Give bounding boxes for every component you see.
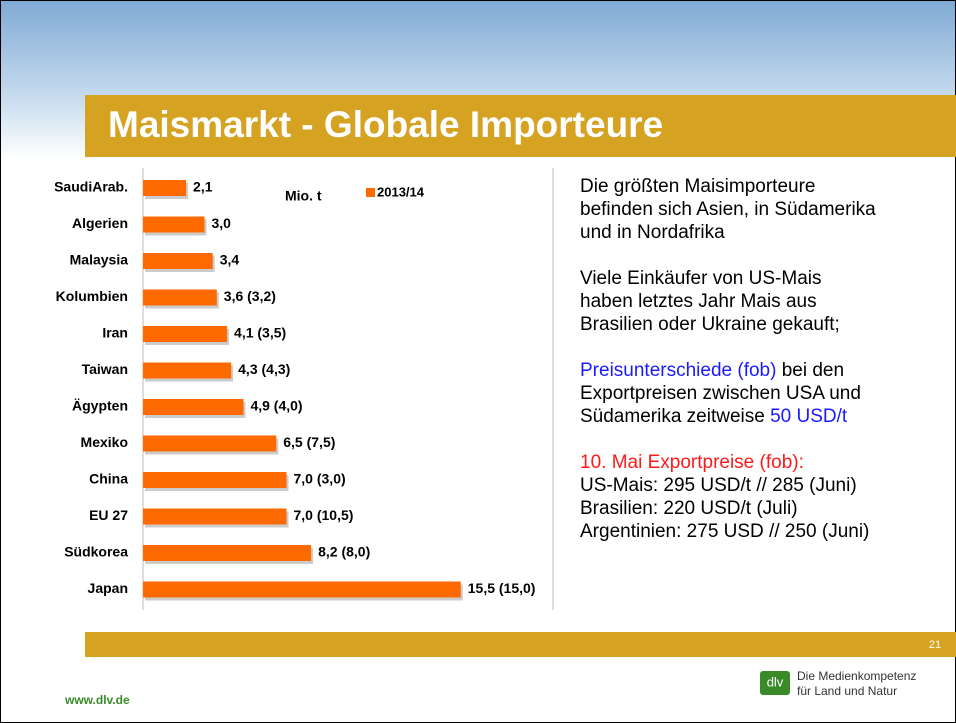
y-tick-label: Iran (102, 325, 128, 341)
value-label: 4,9 (4,0) (250, 398, 302, 414)
y-tick-label: Kolumbien (56, 288, 128, 304)
bar (143, 436, 276, 452)
text-segment: 50 USD/t (770, 406, 848, 427)
logo-text: dlv (767, 674, 784, 689)
text-segment: US-Mais: 295 USD/t // 285 (Juni) (580, 475, 857, 496)
body-text: Exportpreisen zwischen USA und (580, 383, 861, 404)
y-tick-label: Taiwan (82, 361, 128, 377)
body-text: Südamerika zeitweise 50 USD/t (580, 406, 848, 427)
text-segment: Südamerika zeitweise (580, 406, 770, 427)
page-number: 21 (929, 639, 941, 651)
y-tick-label: SaudiArab. (54, 179, 128, 195)
body-text: Viele Einkäufer von US-Mais (580, 268, 821, 289)
y-tick-label: Japan (88, 580, 128, 596)
text-segment: Viele Einkäufer von US-Mais (580, 268, 821, 289)
text-segment: bei den (776, 360, 844, 381)
value-label: 3,6 (3,2) (224, 288, 276, 304)
unit-label: Mio. t (285, 188, 322, 204)
bar (143, 363, 231, 379)
text-segment: haben letztes Jahr Mais aus (580, 291, 817, 312)
y-tick-label: Malaysia (70, 252, 129, 268)
legend-swatch (366, 188, 375, 197)
body-text: Die größten Maisimporteure (580, 176, 815, 197)
bar (143, 399, 243, 415)
body-text: und in Nordafrika (580, 222, 725, 243)
text-segment: Brasilien oder Ukraine gekauft; (580, 314, 840, 335)
slide-title: Maismarkt - Globale Importeure (108, 104, 663, 145)
body-text: Preisunterschiede (fob) bei den (580, 360, 844, 381)
bar (143, 582, 461, 598)
value-label: 4,3 (4,3) (238, 361, 290, 377)
body-text: Brasilien oder Ukraine gekauft; (580, 314, 840, 335)
body-text: 10. Mai Exportpreise (fob): (580, 452, 804, 473)
body-text: befinden sich Asien, in Südamerika (580, 199, 876, 220)
y-tick-label: Mexiko (81, 434, 128, 450)
bar (143, 472, 287, 488)
text-segment: und in Nordafrika (580, 222, 725, 243)
tagline: für Land und Natur (797, 684, 897, 698)
value-label: 15,5 (15,0) (468, 580, 536, 596)
footer-bar (85, 632, 956, 657)
bar (143, 253, 213, 269)
body-text: US-Mais: 295 USD/t // 285 (Juni) (580, 475, 857, 496)
body-text: haben letztes Jahr Mais aus (580, 291, 817, 312)
bar (143, 290, 217, 306)
tagline: Die Medienkompetenz (797, 669, 916, 683)
value-label: 7,0 (3,0) (294, 471, 346, 487)
footer-url: www.dlv.de (64, 693, 130, 707)
value-label: 3,4 (220, 252, 240, 268)
text-segment: 10. Mai Exportpreise (fob): (580, 452, 804, 473)
value-label: 6,5 (7,5) (283, 434, 335, 450)
value-label: 8,2 (8,0) (318, 544, 370, 560)
text-segment: Die größten Maisimporteure (580, 176, 815, 197)
bar (143, 509, 287, 525)
y-tick-label: China (89, 471, 128, 487)
bar (143, 545, 311, 561)
text-segment: Brasilien: 220 USD/t (Juli) (580, 498, 798, 519)
text-segment: befinden sich Asien, in Südamerika (580, 199, 876, 220)
y-tick-label: Algerien (72, 215, 128, 231)
value-label: 3,0 (212, 215, 232, 231)
value-label: 7,0 (10,5) (294, 507, 354, 523)
bar (143, 217, 205, 233)
value-label: 4,1 (3,5) (234, 325, 286, 341)
y-tick-label: Ägypten (72, 398, 128, 414)
text-segment: Preisunterschiede (fob) (580, 360, 776, 381)
y-tick-label: Südkorea (64, 544, 128, 560)
y-tick-label: EU 27 (89, 507, 128, 523)
value-label: 2,1 (193, 179, 213, 195)
body-text: Brasilien: 220 USD/t (Juli) (580, 498, 798, 519)
text-segment: Argentinien: 275 USD // 250 (Juni) (580, 521, 869, 542)
text-segment: Exportpreisen zwischen USA und (580, 383, 861, 404)
slide: Maismarkt - Globale Importeure Mio. t 21… (0, 0, 956, 723)
body-text: Argentinien: 275 USD // 250 (Juni) (580, 521, 869, 542)
bar (143, 180, 186, 196)
legend-label: 2013/14 (377, 184, 425, 199)
bar (143, 326, 227, 342)
